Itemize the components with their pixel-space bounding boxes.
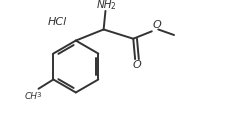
Text: 3: 3: [37, 92, 41, 98]
Text: O: O: [133, 60, 141, 70]
Text: O: O: [153, 20, 161, 30]
Text: NH: NH: [97, 0, 112, 10]
Text: 2: 2: [111, 2, 115, 11]
Text: HCl: HCl: [48, 17, 67, 27]
Text: CH: CH: [25, 92, 38, 101]
